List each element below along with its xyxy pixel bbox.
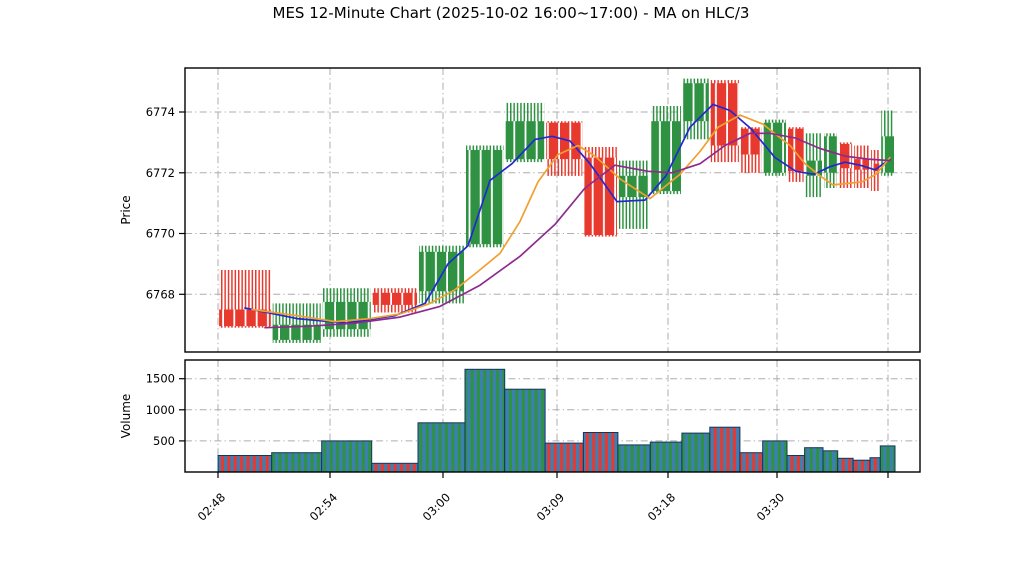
time-tick-label: 03:00 (420, 490, 453, 523)
volume-axis-label: Volume (119, 393, 133, 439)
volume-bar (464, 368, 506, 473)
ma-slow-hlc3-line (264, 132, 891, 329)
volume-bar (681, 432, 711, 473)
chart-title: MES 12-Minute Chart (2025-10-02 16:00~17… (272, 4, 750, 22)
time-tick-label: 03:30 (754, 490, 787, 523)
volume-bar (582, 432, 619, 473)
time-tick-label: 02:48 (195, 490, 228, 523)
volume-bar (417, 422, 466, 473)
volume-bar (804, 447, 824, 473)
volume-bar (217, 455, 273, 473)
candle-body (419, 251, 464, 292)
price-tick-label: 6770 (146, 227, 175, 241)
volume-bar (739, 452, 764, 473)
ma-fast-hlc3-line (244, 103, 891, 324)
candle-body (505, 121, 545, 160)
volume-bar (544, 442, 584, 473)
candle-body (272, 324, 321, 340)
candle-body (824, 136, 837, 173)
candle-body (788, 128, 804, 172)
price-tick-label: 6774 (146, 105, 175, 119)
volume-bar (709, 426, 741, 473)
volume-bar (371, 462, 419, 473)
candle-body (881, 136, 894, 173)
volume-tick-label: 1000 (146, 403, 175, 417)
volume-bar (504, 388, 546, 473)
candle-body (219, 309, 271, 327)
plot-data (217, 78, 896, 473)
time-tick-label: 03:18 (645, 490, 678, 523)
volume-bar (852, 459, 871, 473)
volume-bar (321, 440, 373, 473)
candle-body (871, 163, 880, 172)
volume-bar (822, 450, 839, 473)
candle-body (854, 159, 869, 170)
price-tick-label: 6768 (146, 287, 175, 301)
volume-bar (649, 441, 683, 473)
candle-body (618, 175, 650, 198)
price-axis-label: Price (119, 195, 133, 225)
candle-body (584, 157, 617, 236)
candle-body (372, 292, 417, 305)
candle-body (546, 122, 583, 160)
volume-tick-label: 500 (153, 434, 175, 448)
volume-tick-label: 1500 (146, 372, 175, 386)
volume-panel-spine (184, 359, 921, 473)
time-tick-label: 03:09 (534, 490, 567, 523)
volume-bar (617, 444, 651, 473)
volume-bar (837, 457, 854, 473)
price-tick-label: 6772 (146, 166, 175, 180)
price-panel-spine (184, 67, 921, 353)
ma-mid-hlc3-line (251, 114, 891, 323)
time-tick-label: 02:54 (307, 490, 340, 523)
volume-bar (762, 440, 788, 473)
volume-bar (879, 445, 896, 473)
volume-bar (271, 452, 323, 473)
volume-bar (786, 455, 806, 473)
candle-body (682, 83, 709, 122)
volume-bar (869, 457, 881, 473)
